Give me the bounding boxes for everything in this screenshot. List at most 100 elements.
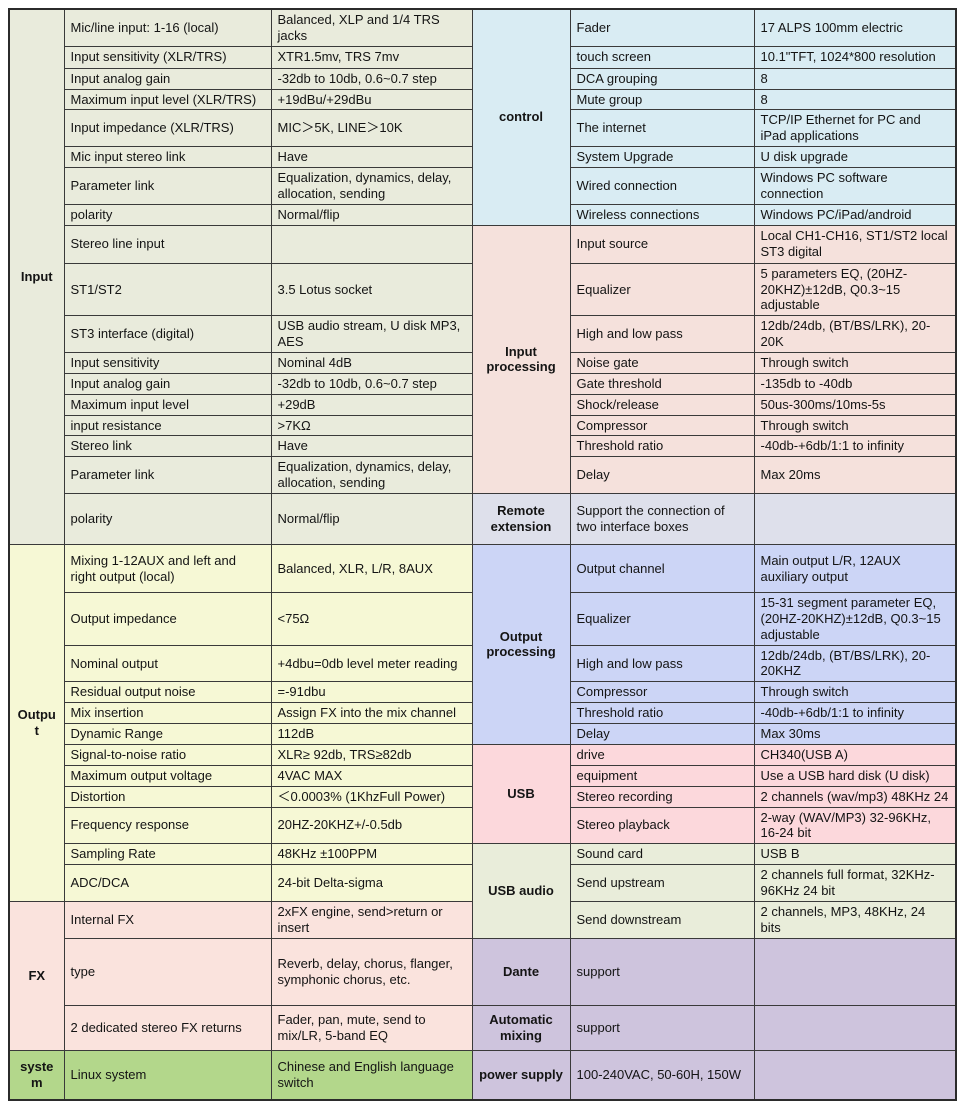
spec-value-cell: Max 30ms [753,723,957,745]
spec-value-cell: 8 [753,88,957,111]
spec-value-cell: Balanced, XLP and 1/4 TRS jacks [270,8,473,47]
spec-value-cell: 5 parameters EQ, (20HZ-20KHZ)±12dB, Q0.3… [753,262,957,317]
spec-param-cell: input resistance [63,414,272,437]
spec-value-cell [753,1049,957,1101]
spec-param-cell: ADC/DCA [63,864,272,902]
spec-row: FX Internal FX 2xFX engine, send>return or… [8,900,957,1051]
spec-param-cell: System Upgrade [569,146,755,169]
spec-value-cell: +4dbu=0db level meter reading [270,644,473,683]
spec-param-cell: Noise gate [569,352,755,374]
spec-param-cell: type [63,937,272,1006]
spec-row: ADC/DCA 24-bit Delta-sigma Send upstream 2 … [9,864,957,902]
spec-row: Input sensitivity (XLR/TRS) XTR1.5mv, TRS… [9,45,957,69]
spec-row: Maximum input level +29dB Shock/release 50u… [9,393,957,416]
spec-row: system Linux system Chinese and English la… [8,1049,957,1101]
spec-value-cell: -32db to 10db, 0.6~0.7 step [270,372,473,395]
spec-value-cell: U disk upgrade [753,146,957,169]
section-label-input-processing: Input processing [471,224,571,495]
spec-value-cell: Max 20ms [753,456,957,495]
spec-param-cell: touch screen [569,45,755,69]
section-label-dante: Dante [471,937,571,1006]
spec-row: polarity Normal/flip Wireless connections W… [9,203,957,226]
spec-param-cell: support [569,1004,755,1051]
spec-value-cell: -40db-+6db/1:1 to infinity [753,435,957,458]
spec-value-cell: Use a USB hard disk (U disk) [753,764,957,787]
spec-value-cell: Through switch [753,352,957,374]
spec-param-cell: Internal FX [63,900,272,939]
spec-row: Output impedance <75Ω Equalizer 15-31 segme… [9,592,957,646]
spec-row: Nominal output +4dbu=0db level meter read… [9,644,957,683]
spec-row: Maximum output voltage 4VAC MAX equipment U… [9,764,957,787]
spec-value-cell: =-91dbu [270,681,473,704]
spec-param-cell: Nominal output [63,644,272,683]
spec-value-cell: Windows PC/iPad/android [753,203,957,226]
spec-param-cell: ST1/ST2 [63,262,272,317]
section-label-control: control [471,8,571,226]
spec-value-cell: 12db/24db, (BT/BS/LRK), 20-20K [753,315,957,354]
spec-param-cell: Compressor [569,681,755,704]
spec-value-cell: TCP/IP Ethernet for PC and iPad applicat… [753,109,957,148]
section-label-input: Input [8,8,65,546]
spec-value-cell: 2 channels, MP3, 48KHz, 24 bits [753,900,957,939]
spec-table-body: Input Mic/line input: 1-16 (local) Balance… [8,8,957,1101]
spec-value-cell: +19dBu/+29dBu [270,88,473,111]
spec-value-cell: 2 channels (wav/mp3) 48KHz 24 [753,785,957,808]
spec-row: polarity Normal/flip Remote extension Suppo… [9,493,957,546]
spec-row: Stereo line input Input processing Input s… [9,224,957,495]
section-label-automatic-mixing: Automatic mixing [471,1004,571,1051]
spec-param-cell: Mix insertion [63,702,272,725]
spec-row: Input analog gain -32db to 10db, 0.6~0.7 … [9,372,957,395]
spec-param-cell: Wired connection [569,167,755,205]
spec-value-cell: Local CH1-CH16, ST1/ST2 local ST3 digita… [753,224,957,264]
section-label-usb: USB [471,743,571,845]
spec-param-cell: Stereo recording [569,785,755,808]
spec-value-cell: 4VAC MAX [270,764,473,787]
spec-param-cell: Linux system [63,1049,272,1101]
spec-value-cell: USB B [753,843,957,866]
spec-value-cell [753,1004,957,1051]
spec-param-cell: Distortion [63,785,272,808]
spec-param-cell: support [569,937,755,1006]
spec-value-cell [270,224,473,264]
spec-param-cell: Stereo playback [569,806,755,845]
spec-row: input resistance >7KΩ Compressor Through sw… [9,414,957,437]
spec-value-cell: Balanced, XLR, L/R, 8AUX [270,544,473,594]
section-label-system: system [8,1049,65,1101]
spec-value-cell: Assign FX into the mix channel [270,702,473,725]
section-label-power-supply: power supply [471,1049,571,1101]
spec-value-cell: Windows PC software connection [753,167,957,205]
spec-row: type Reverb, delay, chorus, flanger, symp… [9,937,957,1006]
spec-param-cell: Mic input stereo link [63,146,272,169]
spec-value-cell [753,493,957,546]
spec-row: Sampling Rate 48KHz ±100PPM USB audio Sound… [9,843,957,939]
spec-param-cell: Delay [569,456,755,495]
spec-param-cell: Frequency response [63,806,272,845]
spec-param-cell: Input sensitivity [63,352,272,374]
spec-value-cell: 3.5 Lotus socket [270,262,473,317]
spec-param-cell: Compressor [569,414,755,437]
spec-param-cell: equipment [569,764,755,787]
spec-param-cell: polarity [63,493,272,546]
spec-row: Input sensitivity Nominal 4dB Noise gate Th… [9,352,957,374]
spec-value-cell: ＜0.0003% (1KhzFull Power) [270,785,473,808]
spec-value-cell: XLR≥ 92db, TRS≥82db [270,743,473,766]
spec-value-cell: Fader, pan, mute, send to mix/LR, 5-band… [270,1004,473,1051]
spec-value-cell: 112dB [270,723,473,745]
spec-row: Mix insertion Assign FX into the mix chan… [9,702,957,725]
spec-param-cell: Signal-to-noise ratio [63,743,272,766]
spec-value-cell: 2xFX engine, send>return or insert [270,900,473,939]
spec-param-cell: Maximum output voltage [63,764,272,787]
spec-param-cell: Threshold ratio [569,435,755,458]
section-label-fx: FX [8,900,65,1051]
spec-value-cell: Equalization, dynamics, delay, allocatio… [270,456,473,495]
spec-param-cell: Gate threshold [569,372,755,395]
section-label-usb-audio: USB audio [471,843,571,939]
spec-param-cell: Input source [569,224,755,264]
spec-row: ST1/ST2 3.5 Lotus socket Equalizer 5 parame… [9,262,957,317]
spec-param-cell: Send downstream [569,900,755,939]
spec-value-cell: -135db to -40db [753,372,957,395]
spec-row: Mic input stereo link Have System Upgrade U… [9,146,957,169]
spec-param-cell: High and low pass [569,644,755,683]
spec-param-cell: Mic/line input: 1-16 (local) [63,8,272,47]
spec-param-cell: Delay [569,723,755,745]
